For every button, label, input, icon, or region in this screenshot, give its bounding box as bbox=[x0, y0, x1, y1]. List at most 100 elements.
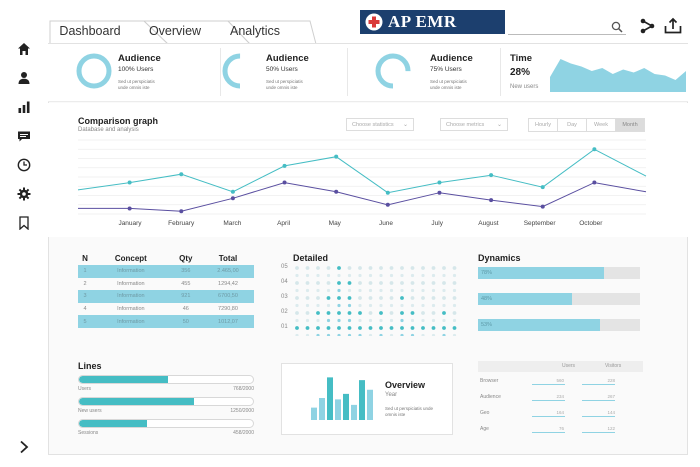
cell-concept: Information bbox=[117, 280, 145, 287]
dynamics-fill bbox=[478, 267, 605, 279]
share-icon[interactable] bbox=[640, 18, 655, 34]
period-month[interactable]: Month bbox=[615, 118, 645, 132]
matrix-dot bbox=[305, 311, 310, 315]
statistics-dropdown[interactable]: Choose statistics ⌄ bbox=[346, 118, 414, 131]
x-tick-label: August bbox=[478, 220, 499, 227]
table-row: 5 Information 50 1012,07 bbox=[78, 315, 254, 328]
matrix-dot bbox=[358, 333, 362, 336]
dynamics-label: 78% bbox=[481, 270, 493, 276]
overview-subtitle: Year bbox=[385, 392, 398, 398]
cell-n: 2 bbox=[83, 280, 87, 287]
matrix-dot bbox=[389, 296, 394, 300]
matrix-dot bbox=[295, 333, 299, 336]
chevron-right-icon[interactable] bbox=[17, 440, 31, 454]
metrics-dropdown-label: Choose metrics bbox=[446, 121, 485, 128]
matrix-dot bbox=[400, 311, 404, 315]
x-tick-label: April bbox=[277, 220, 291, 227]
detailed-title: Detailed bbox=[293, 253, 329, 263]
col-total: Total bbox=[218, 253, 238, 263]
tab-overview[interactable]: Overview bbox=[148, 24, 202, 38]
lines-fill bbox=[79, 398, 194, 405]
metrics-dropdown[interactable]: Choose metrics ⌄ bbox=[440, 118, 508, 131]
matrix-dot bbox=[400, 266, 404, 270]
period-day[interactable]: Day bbox=[557, 118, 587, 132]
matrix-dot bbox=[410, 326, 415, 330]
table-row: 4 Information 46 7290,80 bbox=[78, 303, 254, 316]
overview-bar bbox=[327, 377, 333, 420]
dynamics-label: 48% bbox=[481, 296, 493, 302]
stats-visitors: 228 bbox=[607, 378, 615, 383]
matrix-dot bbox=[358, 303, 362, 308]
search-icon[interactable] bbox=[611, 20, 623, 33]
matrix-dot bbox=[368, 266, 373, 270]
cell-n: 3 bbox=[78, 290, 93, 303]
matrix-dot bbox=[326, 318, 331, 323]
matrix-dot bbox=[316, 318, 320, 323]
period-week[interactable]: Week bbox=[586, 118, 616, 132]
clock-icon[interactable] bbox=[17, 158, 31, 172]
matrix-dot bbox=[316, 296, 320, 300]
matrix-dot bbox=[389, 311, 394, 315]
series-point bbox=[592, 147, 597, 152]
lines-value: 1250/2000 bbox=[230, 408, 254, 414]
matrix-dot bbox=[421, 281, 425, 285]
ring-progress bbox=[222, 53, 258, 89]
series-point bbox=[540, 185, 545, 190]
matrix-dot bbox=[452, 303, 457, 308]
matrix-dot bbox=[316, 326, 320, 330]
stats-row: Age 76 122 bbox=[478, 424, 643, 436]
matrix-dot bbox=[379, 311, 383, 315]
lines-value: 458/2000 bbox=[233, 430, 254, 436]
matrix-dot bbox=[295, 303, 299, 308]
matrix-dot bbox=[442, 273, 446, 278]
matrix-dot bbox=[368, 311, 373, 315]
search-field[interactable] bbox=[508, 34, 626, 35]
tab-dashboard[interactable]: Dashboard bbox=[59, 24, 121, 38]
matrix-dot bbox=[389, 273, 394, 278]
cell-qty: 50 bbox=[169, 315, 202, 328]
matrix-dot bbox=[400, 333, 404, 336]
chevron-down-icon: ⌄ bbox=[496, 122, 502, 128]
col-concept: Concept bbox=[114, 253, 147, 263]
matrix-dot bbox=[442, 303, 446, 308]
cell-qty: 455 bbox=[181, 280, 191, 287]
series-point bbox=[385, 190, 390, 195]
dynamics-title: Dynamics bbox=[478, 253, 521, 263]
card-3-title: Audience bbox=[430, 53, 473, 64]
gear-icon[interactable] bbox=[17, 187, 31, 201]
logo-cross-icon bbox=[365, 13, 383, 31]
logo-text: AP EMR bbox=[388, 12, 457, 31]
matrix-dot bbox=[305, 273, 310, 278]
matrix-dot bbox=[316, 333, 320, 336]
lines-bar-new-users bbox=[78, 397, 254, 406]
comparison-subtitle: Database and analysis bbox=[78, 127, 139, 133]
matrix-dot bbox=[431, 333, 436, 336]
user-icon[interactable] bbox=[17, 71, 31, 85]
bar-chart-icon[interactable] bbox=[17, 100, 31, 114]
cell-qty: 921 bbox=[169, 290, 202, 303]
audience-ring-1 bbox=[76, 53, 112, 89]
matrix-dot bbox=[347, 333, 352, 336]
matrix-dot bbox=[379, 303, 383, 308]
message-icon[interactable] bbox=[17, 129, 31, 143]
matrix-dot bbox=[379, 318, 383, 323]
series-point bbox=[230, 196, 235, 201]
tab-analytics[interactable]: Analytics bbox=[229, 24, 281, 38]
matrix-dot bbox=[379, 273, 383, 278]
matrix-dot bbox=[400, 288, 404, 293]
cell-total: 6700,50 bbox=[202, 290, 254, 303]
matrix-dot bbox=[368, 333, 373, 336]
logo: AP EMR bbox=[360, 10, 505, 34]
matrix-dot bbox=[358, 273, 362, 278]
matrix-dot bbox=[347, 281, 352, 285]
matrix-dot bbox=[368, 296, 373, 300]
home-icon[interactable] bbox=[17, 42, 31, 56]
series-point bbox=[179, 172, 184, 177]
matrix-dot bbox=[337, 318, 341, 323]
bookmark-icon[interactable] bbox=[17, 216, 31, 230]
upload-icon[interactable] bbox=[664, 17, 682, 34]
matrix-dot bbox=[295, 318, 299, 323]
stats-row: Geo 164 144 bbox=[478, 408, 643, 420]
series-point bbox=[334, 154, 339, 159]
matrix-dot bbox=[410, 266, 415, 270]
